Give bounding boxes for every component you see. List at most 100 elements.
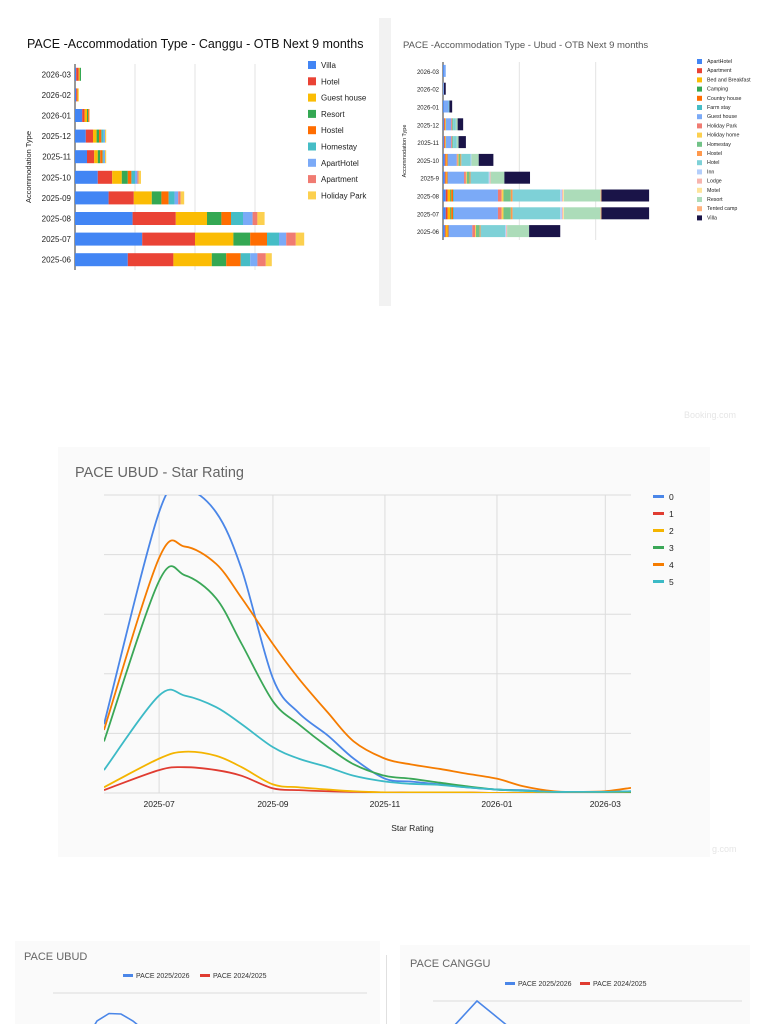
bar-segment-hotel <box>461 153 471 166</box>
bar-segment-farm-stay <box>453 189 454 202</box>
bar-segment-homestay <box>503 207 511 220</box>
bar-segment-holiday-home <box>501 207 504 220</box>
bar-segment-lodge <box>506 225 508 238</box>
x-axis-label: Star Rating <box>391 823 434 833</box>
bar-segment-guest-house <box>445 136 452 149</box>
category-tick-label: 2025-07 <box>417 212 440 218</box>
bar-segment-homestay <box>168 191 175 205</box>
bar-segment-hostel <box>88 109 90 122</box>
bar-segment-homestay <box>452 118 454 131</box>
bar-segment-homestay <box>452 136 454 149</box>
x-tick-label: 2025-11 <box>370 799 401 809</box>
series-line-3 <box>104 565 631 793</box>
bar-segment-hotel <box>76 88 78 102</box>
watermark-mid: g.com <box>712 844 737 854</box>
legend-swatch <box>308 158 316 167</box>
legend-swatch <box>308 61 316 69</box>
bar-segment-aparthotel <box>103 150 105 164</box>
legend-swatch <box>697 169 702 175</box>
bar-segment-homestay <box>458 153 461 166</box>
bar-segment-camping <box>450 207 452 220</box>
legend-label: PACE 2025/2026 <box>518 981 572 988</box>
legend-label: 1 <box>669 509 674 519</box>
bar-segment-holiday-park <box>497 207 502 220</box>
bar-segment-aparthotel <box>443 136 444 149</box>
bar-segment-villa <box>601 207 650 220</box>
bar-segment-hotel <box>132 212 176 225</box>
bar-segment-resort <box>97 150 101 164</box>
bar-segment-country-house <box>451 207 454 220</box>
bar-segment-holiday-home <box>501 189 504 202</box>
bar-segment-villa <box>75 67 77 81</box>
bar-segment-holiday-park <box>105 150 107 164</box>
bar-segment-inn <box>560 189 563 202</box>
legend-swatch <box>653 563 664 566</box>
bar-segment-motel <box>562 189 564 202</box>
bar-segment-resort <box>207 212 222 225</box>
legend-swatch <box>697 206 702 212</box>
bar-segment-lodge <box>562 189 563 202</box>
watermark-top: Booking.com <box>684 410 737 420</box>
bar-segment-villa <box>601 189 650 202</box>
legend-label: Hotel <box>321 77 340 86</box>
bar-segment-hotel <box>142 232 195 246</box>
bar-segment-villa <box>75 253 128 267</box>
bar-segment-holiday-home <box>465 171 467 184</box>
legend-label: Homestay <box>321 143 357 152</box>
category-tick-label: 2025-07 <box>42 235 72 244</box>
bar-segment-guest-house <box>173 253 212 267</box>
legend-label: 0 <box>669 492 674 502</box>
chart-title: PACE UBUD <box>24 951 87 963</box>
bar-segment-resort <box>507 225 530 238</box>
bar-segment-holiday-park <box>180 191 185 205</box>
series-line-pace-2025-2026 <box>454 999 507 1024</box>
bar-segment-holiday-park <box>451 118 453 131</box>
bar-segment-hotel <box>127 253 174 267</box>
category-tick-label: 2025-08 <box>42 215 72 224</box>
legend-swatch <box>653 580 664 583</box>
ubud-star-rating-panel: PACE UBUD - Star Rating 2025-07 2025-09 202… <box>58 447 710 857</box>
bar-segment-bed-and-breakfast <box>444 118 446 131</box>
bar-segment-guest-house <box>93 129 97 143</box>
ubud-accommodation-chart: PACE -Accommodation Type - Ubud - OTB Ne… <box>402 40 751 240</box>
bar-segment-aparthotel <box>243 212 253 225</box>
bar-segment-hotel <box>512 189 561 202</box>
bar-segment-resort <box>563 207 601 220</box>
legend-swatch <box>697 151 702 156</box>
x-tick-label: 2026-01 <box>481 799 512 809</box>
x-tick-label: 2025-07 <box>143 799 174 809</box>
chart-title: PACE -Accommodation Type - Canggu - OTB … <box>27 37 363 51</box>
bar-segment-homestay <box>466 171 470 184</box>
bar-segment-holiday-park <box>295 232 305 246</box>
bar-segment-homestay <box>503 189 511 202</box>
legend-label: Camping <box>707 87 728 93</box>
bar-segment-villa <box>75 170 98 184</box>
bar-segment-guest-house <box>78 67 80 81</box>
bar-segment-guest-house <box>77 88 79 102</box>
bar-segment-resort <box>96 129 99 143</box>
bar-segment-aparthotel <box>443 189 446 202</box>
x-tick-label: 2025-09 <box>257 799 288 809</box>
canggu-accommodation-chart: PACE -Accommodation Type - Canggu - OTB … <box>24 37 367 270</box>
legend-swatch <box>308 126 316 135</box>
legend-label: Inn <box>707 169 714 175</box>
category-tick-label: 2026-02 <box>42 91 72 100</box>
bar-segment-apartment <box>444 153 446 166</box>
bar-segment-resort <box>563 189 601 202</box>
bar-segment-homestay <box>131 170 135 184</box>
legend-swatch <box>308 142 316 151</box>
legend-label: 4 <box>669 560 674 570</box>
bar-segment-aparthotel <box>443 207 446 220</box>
bar-segment-inn <box>505 225 507 238</box>
bar-segment-aparthotel <box>443 64 444 77</box>
legend-swatch <box>697 141 702 147</box>
legend-label: Resort <box>321 110 345 119</box>
bar-segment-villa <box>75 191 109 205</box>
bar-segment-holiday-park <box>497 189 502 202</box>
category-tick-label: 2026-03 <box>42 70 72 79</box>
bar-segment-motel <box>562 207 564 220</box>
legend-swatch <box>697 86 702 92</box>
bar-segment-aparthotel <box>250 253 258 267</box>
category-tick-label: 2025-9 <box>420 177 439 183</box>
legend-swatch <box>653 495 664 498</box>
